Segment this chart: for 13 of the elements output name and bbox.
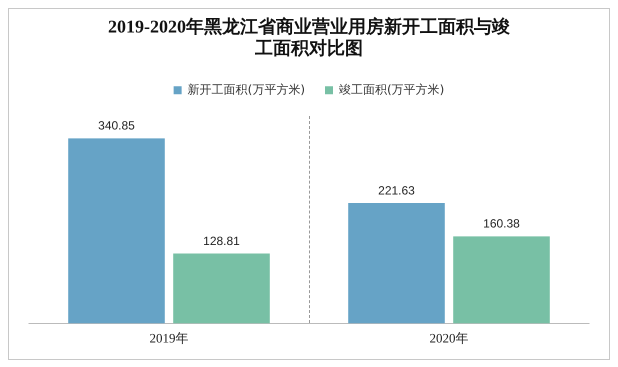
bar	[68, 138, 165, 324]
x-tick-label: 2019年	[150, 330, 188, 346]
data-label: 160.38	[483, 216, 520, 231]
bar	[348, 203, 445, 324]
legend-label: 新开工面积(万平方米)	[188, 82, 306, 96]
x-tick-label: 2020年	[430, 330, 468, 346]
data-label: 128.81	[203, 234, 240, 248]
chart-title: 2019-2020年黑龙江省商业营业用房新开工面积与竣工面积对比图	[108, 16, 511, 58]
bar	[453, 236, 550, 324]
bar	[173, 253, 270, 324]
data-label: 221.63	[378, 183, 416, 198]
data-label: 340.85	[98, 118, 136, 133]
legend-label: 竣工面积(万平方米)	[339, 82, 444, 96]
